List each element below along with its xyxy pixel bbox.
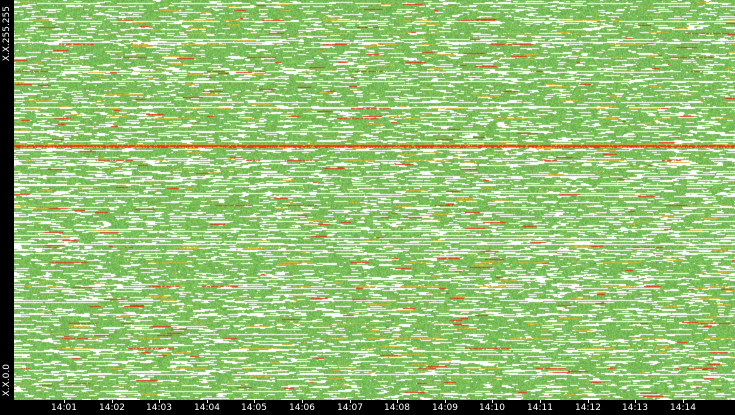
x-tick-mark [492, 400, 493, 403]
x-tick-label: 14:03 [146, 403, 172, 413]
x-axis: 14:01 14:02 14:03 14:04 14:05 14:06 14:07 14:08… [14, 400, 735, 415]
x-tick-label: 14:05 [241, 403, 267, 413]
x-tick-label: 14:13 [622, 403, 648, 413]
y-axis-label-top: X.X.255.255 [2, 6, 12, 62]
x-tick-mark [588, 400, 589, 403]
x-tick-label: 14:09 [432, 403, 458, 413]
x-tick-label: 14:01 [51, 403, 77, 413]
x-tick-label: 14:14 [670, 403, 696, 413]
x-tick-label: 14:11 [527, 403, 553, 413]
x-tick-mark [302, 400, 303, 403]
x-tick-mark [64, 400, 65, 403]
x-tick-label: 14:10 [479, 403, 505, 413]
x-tick-mark [207, 400, 208, 403]
x-tick-mark [254, 400, 255, 403]
x-tick-mark [350, 400, 351, 403]
x-tick-mark [540, 400, 541, 403]
x-tick-label: 14:02 [99, 403, 125, 413]
x-tick-label: 14:07 [337, 403, 363, 413]
x-tick-label: 14:06 [289, 403, 315, 413]
x-tick-mark [635, 400, 636, 403]
x-tick-mark [159, 400, 160, 403]
x-tick-mark [445, 400, 446, 403]
y-axis-label-bottom: X.X.0.0 [2, 363, 12, 396]
y-axis: X.X.255.255 X.X.0.0 [0, 0, 14, 400]
x-tick-label: 14:04 [194, 403, 220, 413]
x-tick-mark [112, 400, 113, 403]
x-tick-label: 14:12 [575, 403, 601, 413]
x-tick-label: 14:08 [384, 403, 410, 413]
x-tick-mark [683, 400, 684, 403]
heatmap-canvas[interactable] [14, 0, 735, 400]
x-tick-mark [397, 400, 398, 403]
